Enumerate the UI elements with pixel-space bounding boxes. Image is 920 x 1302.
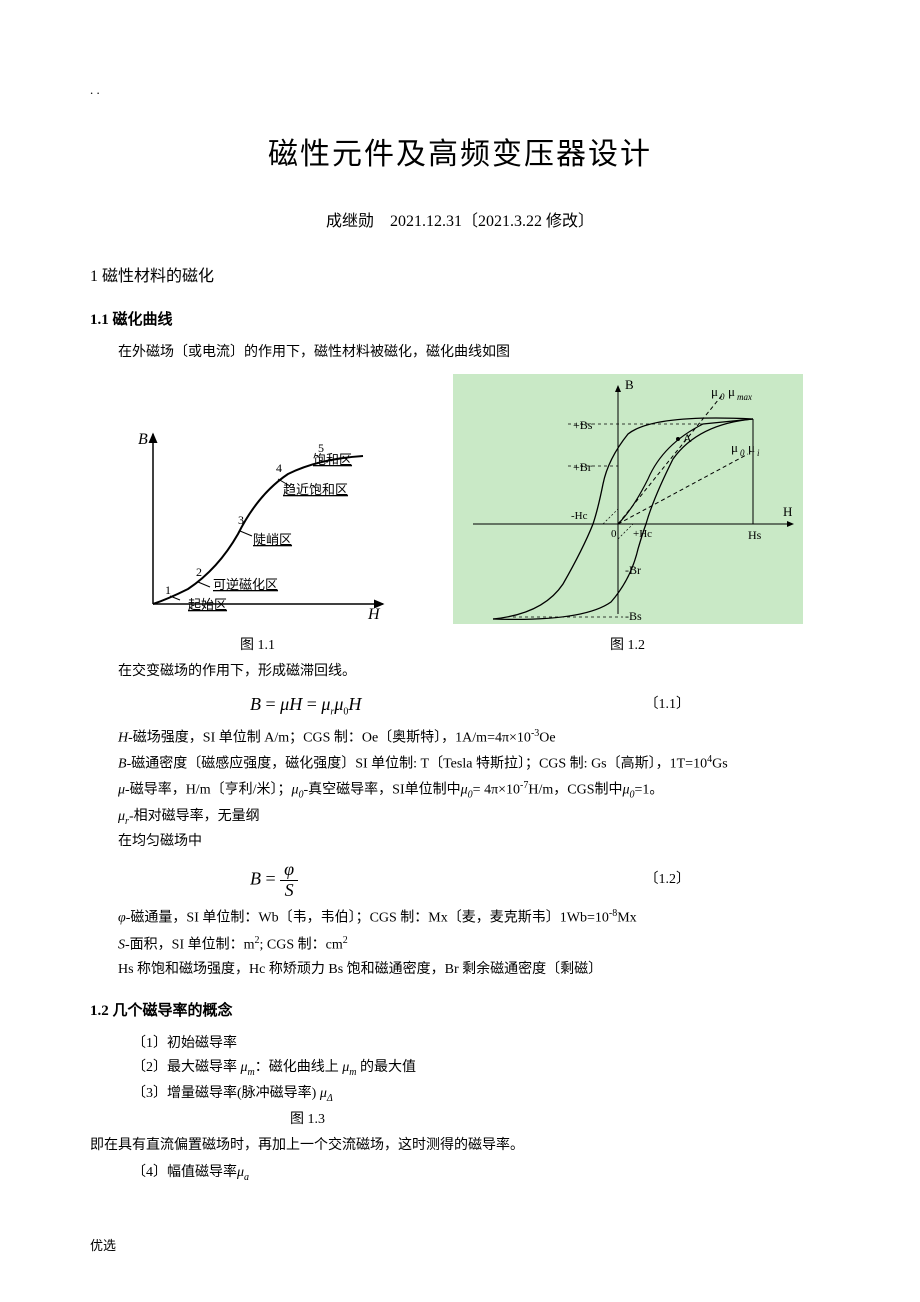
equation-1-1: B = μH = μrμ0H: [250, 690, 361, 721]
after-figs-text: 在交变磁场的作用下，形成磁滞回线。: [90, 661, 830, 683]
svg-text:+Bs: +Bs: [573, 418, 593, 432]
svg-text:μ: μ: [711, 384, 718, 399]
def-phi: φ-磁通量，SI 单位制：Wb〔韦，韦伯〕；CGS 制：Mx〔麦，麦克斯韦〕1W…: [118, 906, 830, 930]
equation-1-1-row: B = μH = μrμ0H 〔1.1〕: [90, 690, 830, 721]
svg-text:起始区: 起始区: [188, 597, 227, 612]
def-Hs: Hs 称饱和磁场强度，Hc 称矫顽力 Bs 饱和磁通密度，Br 剩余磁通密度〔剩…: [118, 959, 830, 981]
section-1-heading: 1 磁性材料的磁化: [90, 264, 830, 290]
magnetization-curve-svg: B H 1 2 3 4 5 起始区 可逆磁化区 陡峭区 趋近饱和区 饱和区: [118, 424, 398, 624]
equation-1-2-num: 〔1.2〕: [645, 869, 691, 891]
svg-text:+Hc: +Hc: [633, 528, 652, 540]
svg-text:4: 4: [276, 461, 282, 475]
page-dots: . .: [90, 80, 830, 101]
figures-row: B H 1 2 3 4 5 起始区 可逆磁化区 陡峭区 趋近饱和区 饱和区: [90, 374, 830, 632]
svg-text:μ: μ: [731, 440, 738, 455]
svg-text:μ: μ: [748, 440, 755, 455]
svg-text:可逆磁化区: 可逆磁化区: [213, 577, 278, 592]
svg-text:趋近饱和区: 趋近饱和区: [283, 482, 348, 497]
caption-row: 图 1.1 图 1.2: [90, 633, 830, 657]
author-line: 成继勋 2021.12.31〔2021.3.22 修改〕: [90, 209, 830, 235]
svg-text:-Bs: -Bs: [625, 609, 642, 623]
svg-text:H: H: [367, 606, 381, 623]
svg-text:+Br: +Br: [573, 460, 592, 474]
svg-text:μ: μ: [728, 384, 735, 399]
svg-text:0: 0: [740, 448, 745, 458]
svg-text:B: B: [138, 431, 148, 448]
def-H: H-磁场强度，SI 单位制 A/m；CGS 制：Oe〔奥斯特〕，1A/m=4π×…: [118, 726, 830, 750]
svg-text:饱和区: 饱和区: [313, 452, 352, 467]
svg-text:A: A: [683, 431, 692, 445]
after-list-text: 即在具有直流偏置磁场时，再加上一个交流磁场，这时测得的磁导率。: [90, 1135, 830, 1157]
equation-1-2: B = φS: [250, 860, 298, 901]
list-item-1: 〔1〕初始磁导率: [132, 1033, 830, 1055]
svg-text:Hs: Hs: [748, 528, 762, 542]
hysteresis-loop-svg: B H 0 μ0 μmax μ0 μi +Bs +Br: [453, 374, 803, 624]
equation-1-2-row: B = φS 〔1.2〕: [90, 860, 830, 901]
list-item-2: 〔2〕最大磁导率 μm：磁化曲线上 μm 的最大值: [132, 1057, 830, 1081]
svg-text:B: B: [625, 377, 634, 392]
svg-text:-Br: -Br: [625, 563, 641, 577]
page-title: 磁性元件及高频变压器设计: [90, 131, 830, 179]
figure-1-1: B H 1 2 3 4 5 起始区 可逆磁化区 陡峭区 趋近饱和区 饱和区: [118, 424, 398, 632]
fig-1-2-caption: 图 1.2: [453, 635, 803, 657]
fig-1-1-caption: 图 1.1: [118, 635, 398, 657]
def-B: B-磁通密度〔磁感应强度，磁化强度〕SI 单位制: T〔Tesla 特斯拉〕；C…: [118, 752, 830, 776]
section-1-2-heading: 1.2 几个磁导率的概念: [90, 999, 830, 1023]
svg-text:H: H: [783, 504, 792, 519]
list-item-3: 〔3〕增量磁导率(脉冲磁导率) μΔ: [132, 1083, 830, 1107]
svg-text:3: 3: [238, 513, 244, 527]
svg-text:2: 2: [196, 565, 202, 579]
def-mu: μ-磁导率，H/m〔亨利/米〕；μ0-真空磁导率，SI单位制中μ0= 4π×10…: [118, 778, 830, 803]
svg-text:-Hc: -Hc: [571, 510, 588, 522]
svg-text:1: 1: [165, 583, 171, 597]
section-1-1-heading: 1.1 磁化曲线: [90, 308, 830, 332]
svg-text:max: max: [737, 392, 752, 402]
uniform-field: 在均匀磁场中: [118, 831, 830, 853]
equation-1-1-num: 〔1.1〕: [645, 694, 691, 716]
svg-text:陡峭区: 陡峭区: [253, 532, 292, 547]
def-S: S-面积，SI 单位制：m2; CGS 制：cm2: [118, 933, 830, 957]
svg-text:0: 0: [720, 392, 725, 402]
figure-1-2: B H 0 μ0 μmax μ0 μi +Bs +Br: [453, 374, 803, 632]
list-item-4: 〔4〕幅值磁导率μa: [132, 1162, 830, 1186]
footer: 优选: [90, 1236, 830, 1257]
svg-text:0: 0: [611, 528, 617, 540]
def-mur: μr-相对磁导率，无量纲: [118, 806, 830, 830]
intro-text: 在外磁场〔或电流〕的作用下，磁性材料被磁化，磁化曲线如图: [90, 342, 830, 364]
fig-1-3-caption: 图 1.3: [290, 1109, 830, 1131]
